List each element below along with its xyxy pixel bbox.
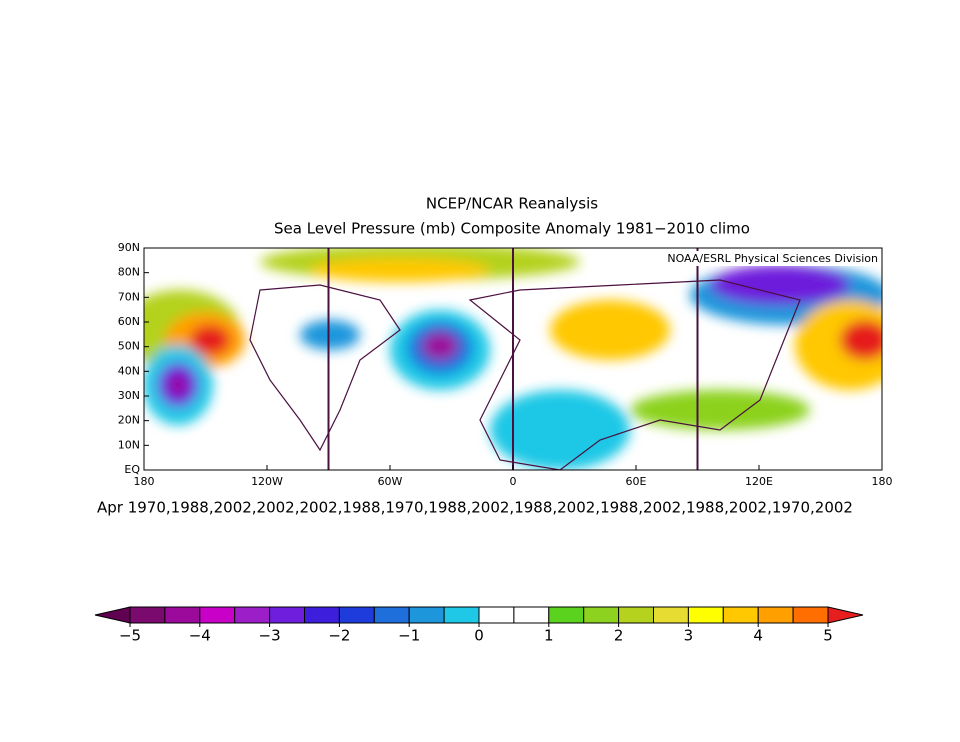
colorbar-label: −2	[328, 627, 350, 645]
colorbar-box	[618, 606, 654, 624]
y-tick-label: 60N	[118, 315, 140, 328]
colorbar-box	[548, 606, 585, 624]
caption: Apr 1970,1988,2002,2002,2002,1988,1970,1…	[97, 499, 853, 517]
colorbar-box	[269, 606, 306, 624]
x-tick-label: 120E	[745, 475, 773, 488]
x-tick-label: 60E	[626, 475, 647, 488]
x-tick-label: 180	[134, 475, 155, 488]
anomaly-field	[144, 248, 882, 470]
colorbar-label: −1	[398, 627, 420, 645]
x-tick-label: 120W	[251, 475, 283, 488]
y-tick-label: 30N	[118, 389, 140, 402]
colorbar-label: −5	[119, 627, 141, 645]
colorbar-label: −4	[189, 627, 211, 645]
colorbar-arrow	[827, 606, 864, 624]
colorbar-box	[304, 606, 340, 624]
colorbar-label: 3	[684, 627, 694, 645]
colorbar-label: 2	[614, 627, 624, 645]
colorbar-box	[653, 606, 689, 624]
credit-box	[610, 251, 880, 266]
y-tick-label: 20N	[118, 414, 140, 427]
colorbar-box	[792, 606, 829, 624]
colorbar-label: −3	[259, 627, 281, 645]
y-tick-label: 90N	[118, 241, 140, 254]
y-tick-label: EQ	[124, 463, 140, 476]
colorbar-box	[164, 606, 201, 624]
y-tick-label: 70N	[118, 290, 140, 303]
colorbar-box	[722, 606, 759, 624]
colorbar-box	[513, 606, 550, 624]
colorbar-label: 0	[474, 627, 484, 645]
colorbar-box	[338, 606, 375, 624]
colorbar-box	[234, 606, 271, 624]
colorbar-box	[478, 606, 515, 624]
y-tick-label: 50N	[118, 340, 140, 353]
title: NCEP/NCAR Reanalysis	[426, 195, 598, 213]
colorbar-box	[687, 606, 724, 624]
subtitle: Sea Level Pressure (mb) Composite Anomal…	[274, 220, 750, 238]
y-tick-label: 80N	[118, 266, 140, 279]
colorbar-box	[583, 606, 620, 624]
colorbar-box	[199, 606, 236, 624]
colorbar-label: 5	[823, 627, 833, 645]
x-tick-label: 0	[510, 475, 517, 488]
colorbar-box	[408, 606, 445, 624]
colorbar-label: 4	[753, 627, 763, 645]
colorbar-box	[129, 606, 166, 624]
colorbar-arrow	[94, 606, 131, 624]
colorbar-box	[373, 606, 410, 624]
colorbar-box	[443, 606, 480, 624]
colorbar-label: 1	[544, 627, 554, 645]
credit: NOAA/ESRL Physical Sciences Division	[667, 252, 878, 265]
x-tick-label: 180	[872, 475, 893, 488]
colorbar-box	[757, 606, 794, 624]
y-tick-label: 40N	[118, 364, 140, 377]
x-tick-label: 60W	[378, 475, 403, 488]
y-tick-label: 10N	[118, 438, 140, 451]
